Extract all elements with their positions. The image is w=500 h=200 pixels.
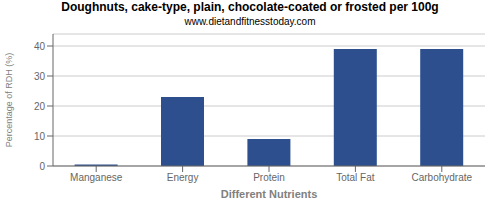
svg-text:Different Nutrients: Different Nutrients xyxy=(221,188,318,200)
svg-text:20: 20 xyxy=(34,101,46,112)
svg-text:Energy: Energy xyxy=(167,172,199,183)
svg-text:Total Fat: Total Fat xyxy=(336,172,375,183)
svg-text:40: 40 xyxy=(34,41,46,52)
svg-text:Protein: Protein xyxy=(253,172,285,183)
html-text:Doughnuts, cake-type, plain, c: Doughnuts, cake-type, plain, chocolate-c… xyxy=(61,0,439,14)
svg-text:Carbohydrate: Carbohydrate xyxy=(412,172,473,183)
svg-text:Manganese: Manganese xyxy=(70,172,123,183)
svg-text:10: 10 xyxy=(34,131,46,142)
svg-text:0: 0 xyxy=(39,161,45,172)
svg-text:30: 30 xyxy=(34,71,46,82)
svg-text:Percentage of RDH (%): Percentage of RDH (%) xyxy=(8,53,14,148)
html-text:www.dietandfitnesstoday.com: www.dietandfitnesstoday.com xyxy=(184,16,316,27)
